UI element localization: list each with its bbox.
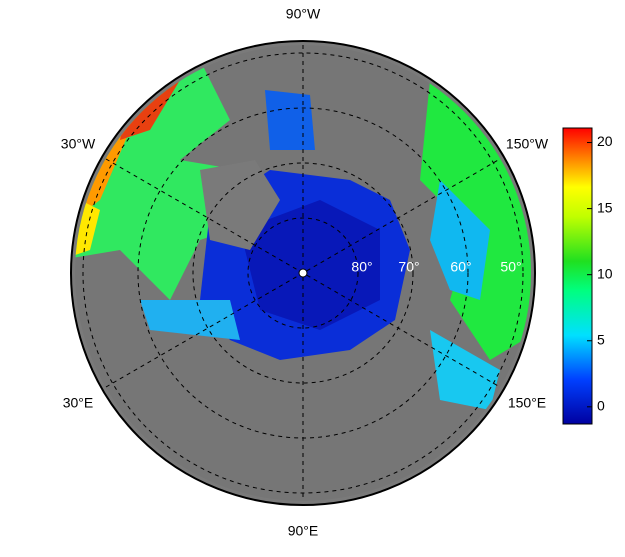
colorbar-tick-label: 0: [597, 398, 605, 414]
longitude-label: 90°W: [286, 6, 321, 22]
colorbar: [562, 127, 593, 425]
colorbar-tick-label: 10: [597, 265, 613, 281]
colorbar-ticks: 0 5 10 15 20: [587, 133, 613, 414]
longitude-label: 150°E: [508, 395, 546, 411]
longitude-label: 150°W: [506, 136, 549, 152]
latitude-label: 50°: [500, 259, 521, 275]
colorbar-tick-label: 20: [597, 133, 613, 149]
colorbar-tick-label: 5: [597, 331, 605, 347]
pole-marker: [298, 268, 308, 278]
latitude-label: 70°: [398, 259, 419, 275]
longitude-label: 90°E: [288, 523, 319, 539]
latitude-labels: 80° 70° 60° 50°: [351, 259, 521, 275]
longitude-labels: 90°W 30°W 150°W 30°E 150°E 90°E: [61, 6, 549, 539]
longitude-label: 30°W: [61, 136, 96, 152]
colorbar-tick-label: 15: [597, 199, 613, 215]
latitude-label: 80°: [351, 259, 372, 275]
longitude-label: 30°E: [63, 395, 94, 411]
latitude-label: 60°: [450, 259, 471, 275]
